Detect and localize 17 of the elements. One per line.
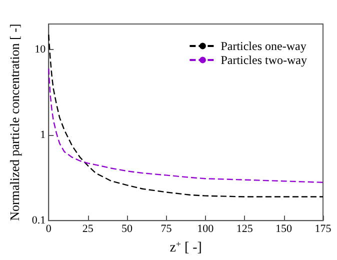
y-tick-label: 1 [40,129,46,142]
x-tick-label: 75 [160,223,172,236]
line-series [48,34,324,198]
x-tick-label: 175 [314,223,332,236]
legend-label: Particles two-way [220,53,308,67]
x-tick-label: 25 [82,223,94,236]
y-tick-label: 10 [34,44,46,56]
x-tick-label: 0 [46,223,52,236]
line-series [48,68,324,183]
x-tick-label: 50 [122,223,134,236]
y-axis-title: Normalized particle concentration [ -] [7,24,22,221]
x-axis-title: z+ [ -] [170,239,202,256]
x-tick-label: 125 [236,223,254,236]
y-tick-label: 0.1 [32,214,46,227]
x-tick-label: 100 [197,223,214,236]
x-tick-label: 150 [276,223,293,236]
legend-label: Particles one-way [220,39,306,53]
